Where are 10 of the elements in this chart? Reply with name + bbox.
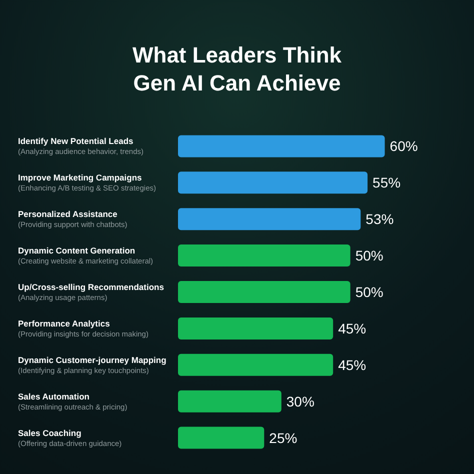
data-label: 60%	[390, 138, 418, 154]
data-label: 45%	[338, 356, 366, 373]
data-label: 25%	[269, 430, 298, 446]
data-label: 45%	[338, 320, 366, 336]
data-label: 30%	[286, 393, 314, 410]
chart-title: What Leaders Think Gen AI Can Achieve	[132, 42, 342, 96]
data-label: 50%	[355, 248, 384, 264]
data-label: 53%	[366, 211, 394, 228]
data-label: 55%	[372, 174, 401, 191]
data-label: 50%	[355, 284, 384, 300]
